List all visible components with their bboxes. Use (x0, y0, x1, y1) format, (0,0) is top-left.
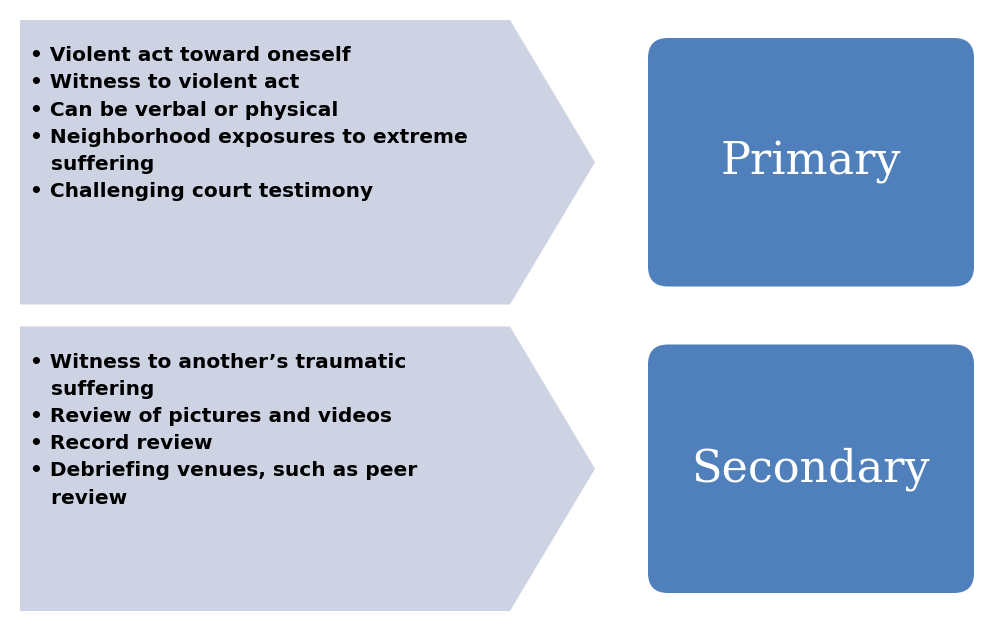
Polygon shape (20, 20, 595, 305)
Text: • Witness to another’s traumatic
   suffering
• Review of pictures and videos
• : • Witness to another’s traumatic sufferi… (30, 353, 417, 508)
Polygon shape (20, 326, 595, 611)
FancyBboxPatch shape (648, 345, 974, 593)
Text: • Violent act toward oneself
• Witness to violent act
• Can be verbal or physica: • Violent act toward oneself • Witness t… (30, 46, 468, 201)
FancyBboxPatch shape (648, 38, 974, 286)
Text: Primary: Primary (721, 141, 902, 184)
Text: Secondary: Secondary (692, 447, 930, 490)
